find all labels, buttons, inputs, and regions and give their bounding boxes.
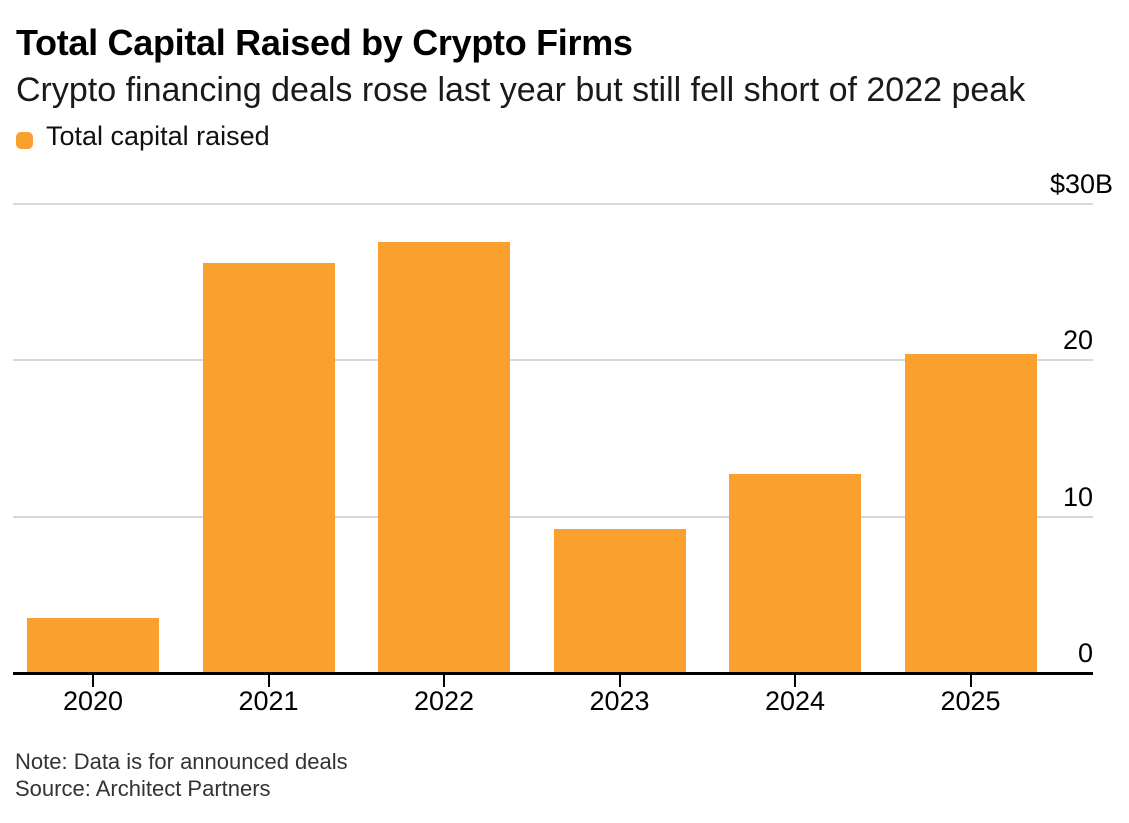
x-axis-label: 2022 — [413, 686, 475, 716]
bar-2020 — [27, 618, 159, 673]
x-axis-tick — [794, 674, 796, 687]
legend-swatch-icon — [16, 132, 33, 149]
chart-footer: Note: Data is for announced deals Source… — [15, 748, 348, 802]
x-axis-label: 2023 — [589, 686, 650, 716]
bar-2025 — [904, 354, 1037, 673]
bar-2022 — [378, 241, 510, 673]
bar-2024 — [729, 474, 861, 673]
gridline — [13, 515, 1093, 518]
x-axis-line — [13, 672, 1093, 675]
x-axis-tick — [267, 674, 270, 687]
x-axis-label: 2024 — [764, 686, 826, 716]
y-axis-label: 10 — [1062, 481, 1093, 512]
bar-2021 — [202, 263, 335, 673]
legend-label: Total capital raised — [46, 121, 270, 151]
source-line: Source: Architect Partners — [15, 776, 271, 801]
gridline — [13, 359, 1093, 362]
y-axis-label: $30B — [1049, 169, 1113, 199]
y-axis-label: 20 — [1062, 325, 1093, 356]
x-axis-label: 2020 — [62, 686, 124, 716]
x-axis-tick — [92, 674, 94, 687]
x-axis-label: 2021 — [238, 686, 299, 716]
x-axis-tick — [969, 674, 972, 687]
x-axis-tick — [618, 674, 621, 687]
bar-2023 — [553, 529, 686, 673]
x-axis-label: 2025 — [940, 686, 1001, 716]
chart-subtitle: Crypto financing deals rose last year bu… — [16, 71, 1026, 109]
x-axis-tick — [443, 674, 445, 687]
footnote: Note: Data is for announced deals — [15, 749, 348, 774]
gridline — [13, 203, 1093, 205]
chart-title: Total Capital Raised by Crypto Firms — [16, 22, 633, 63]
y-axis-label: 0 — [1077, 638, 1093, 668]
